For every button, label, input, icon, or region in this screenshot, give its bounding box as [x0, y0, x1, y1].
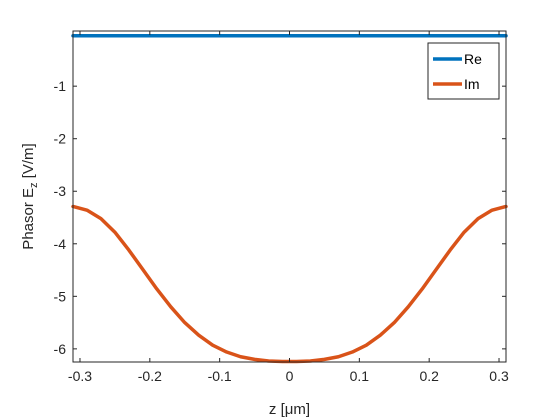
y-tick-label: -6 — [54, 341, 67, 357]
y-axis-title: Phasor Ez [V/m] — [20, 143, 40, 249]
y-axis-title-group: Phasor Ez [V/m] — [20, 143, 40, 249]
y-axis-title-main: Phasor E — [20, 188, 37, 250]
y-tick-label: -4 — [54, 236, 67, 252]
legend-label-re: Re — [464, 51, 482, 67]
y-tick-label: -5 — [54, 288, 67, 304]
x-tick-label: -0.3 — [68, 368, 92, 384]
x-tick-label: 0.3 — [489, 368, 509, 384]
x-tick-label: 0 — [286, 368, 294, 384]
x-tick-label: 0.2 — [419, 368, 439, 384]
x-axis-title: z [μm] — [269, 401, 310, 418]
y-tick-label: -1 — [54, 78, 67, 94]
y-tick-label: -3 — [54, 183, 67, 199]
legend-box — [427, 42, 500, 100]
legend: Re Im — [427, 42, 500, 100]
ticks-layer: -0.3 -0.2 -0.1 0 0.1 0.2 0.3 -1 -2 -3 -4 -5 -6 — [54, 31, 509, 384]
x-tick-label: 0.1 — [350, 368, 370, 384]
y-tick-label: -2 — [54, 131, 67, 147]
x-tick-label: -0.2 — [138, 368, 162, 384]
y-axis-title-sub: z — [28, 182, 40, 188]
legend-label-im: Im — [464, 76, 480, 92]
x-tick-label: -0.1 — [208, 368, 232, 384]
y-axis-title-unit: [V/m] — [20, 143, 37, 182]
